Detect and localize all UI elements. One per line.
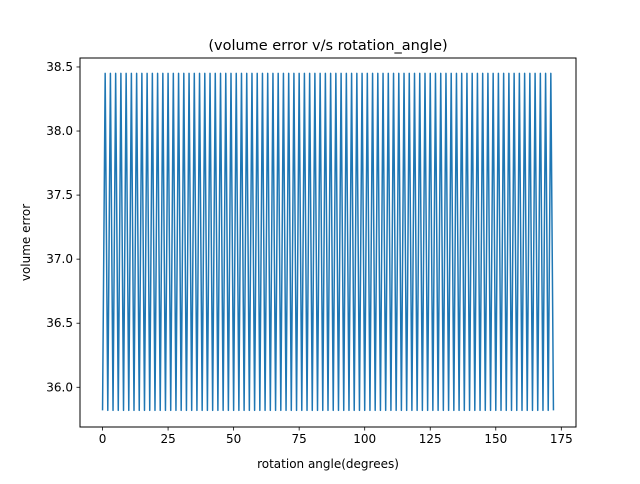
chart-title: (volume error v/s rotation_angle) (208, 38, 447, 54)
series-line-0 (101, 72, 555, 412)
y-axis-ticks: 36.0 36.5 37.0 37.5 38.0 38.5 (46, 60, 80, 394)
x-tick-label: 125 (419, 432, 442, 446)
x-tick-label: 50 (226, 432, 241, 446)
y-tick-label: 37.0 (46, 252, 73, 266)
y-tick-label: 36.0 (46, 380, 73, 394)
y-tick-label: 37.5 (46, 188, 73, 202)
x-tick-label: 150 (484, 432, 507, 446)
y-axis-label: volume error (19, 204, 33, 281)
y-tick-label: 38.0 (46, 124, 73, 138)
x-tick-label: 100 (353, 432, 376, 446)
x-tick-label: 25 (160, 432, 175, 446)
x-axis-label: rotation angle(degrees) (257, 457, 399, 471)
x-tick-label: 175 (550, 432, 573, 446)
y-tick-label: 38.5 (46, 60, 73, 74)
y-tick-label: 36.5 (46, 316, 73, 330)
series-layer (101, 72, 555, 412)
x-tick-label: 0 (99, 432, 107, 446)
x-tick-label: 75 (292, 432, 307, 446)
x-axis-ticks: 0 25 50 75 100 125 150 175 (99, 427, 573, 446)
axes-frame (79, 57, 577, 428)
